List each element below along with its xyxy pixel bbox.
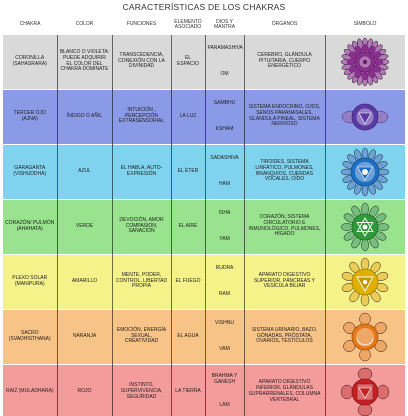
- chakra-funciones: DEVOCIÓN, AMOR COMPASIÓN, SANACIÓN: [111, 198, 171, 254]
- chakra-mantra: HAM: [218, 180, 231, 187]
- table-row: SACRO (SVADHISTHANA) NARANJA EMOCIÓN, EN…: [3, 308, 405, 364]
- chakra-dios: ISHA: [218, 209, 231, 216]
- chakra-dios-mantra: VISHNU VAM: [204, 308, 244, 364]
- chakra-dios-mantra: BRAHMA Y GANESH LAM: [204, 363, 244, 416]
- header-chakra: CHAKRA: [19, 21, 41, 28]
- chakra-dios: SADASHIVA: [210, 154, 239, 161]
- throat-chakra-icon: [341, 147, 390, 196]
- chakra-mantra: RAM: [218, 290, 231, 297]
- heart-chakra-icon: [341, 202, 390, 251]
- header-simbolo: SÍMBOLO: [353, 21, 377, 28]
- chakra-color: ROJO: [56, 363, 112, 416]
- chakra-funciones: EMOCIÓN, ENERGÍA SEXUAL, CREATIVIDAD: [111, 308, 171, 364]
- chakra-symbol-cell: [324, 33, 405, 89]
- chakra-dios-mantra: SAMBHU KSHAM: [204, 88, 244, 144]
- chakra-color: ÍNDIGO O AÑIL: [56, 88, 112, 144]
- chakra-color: AZUL: [56, 143, 112, 199]
- chakra-organos: SISTEMA ENDOCRINO, OJOS, SENOS PARANASAL…: [243, 88, 325, 144]
- header-funciones: FUNCIONES: [126, 21, 157, 28]
- root-chakra-icon: [341, 367, 390, 416]
- chakra-color: BLANCO O VIOLETA: PUEDE ADQUIRIR EL COLO…: [56, 33, 112, 89]
- crown-chakra-icon: [341, 37, 390, 86]
- chakra-funciones: EL HABLA, AUTO-EXPRESIÓN: [111, 143, 171, 199]
- table-row: GARAGANTA (VISHUDDHA) AZUL EL HABLA, AUT…: [3, 143, 405, 199]
- chakra-name: PLEXO SOLAR (MANIPURA): [3, 253, 57, 309]
- table-row: RAÍZ (MULADHARA) ROJO INSTINTO, SUPERVIV…: [3, 363, 405, 416]
- chakra-symbol-cell: [324, 253, 405, 309]
- chakra-dios: BRAHMA Y GANESH: [211, 373, 238, 386]
- chakra-mantra: LAM: [219, 402, 230, 409]
- chakra-organos: CORAZÓN, SISTEMA CIRCULATORIO E INMUNOLÓ…: [243, 198, 325, 254]
- chakra-dios-mantra: SADASHIVA HAM: [204, 143, 244, 199]
- chakra-mantra: OM: [220, 70, 229, 77]
- chakra-name: RAÍZ (MULADHARA): [3, 363, 57, 416]
- chakra-elemento: EL ESPACIO: [170, 33, 205, 89]
- solar-plexus-chakra-icon: [342, 257, 389, 306]
- chakra-name: SACRO (SVADHISTHANA): [3, 308, 57, 364]
- chakra-funciones: MENTE, PODER, CONTROL, LIBERTAD PROPIA: [111, 253, 171, 309]
- chakra-table: CHAKRA COLOR FUNCIONES ELEMENTO ASOCIADO…: [3, 17, 405, 416]
- chakra-dios: PARAMASHIVA: [207, 44, 243, 51]
- chakra-name: GARAGANTA (VISHUDDHA): [3, 143, 57, 199]
- chakra-symbol-cell: [324, 198, 405, 254]
- chakra-color: AMARILLO: [56, 253, 112, 309]
- chakra-symbol-cell: [324, 363, 405, 416]
- chakra-funciones: INSTINTO, SUPERVIVENCIA, SEGURIDAD: [111, 363, 171, 416]
- chakra-elemento: EL FUEGO: [170, 253, 205, 309]
- page-title: CARACTERÍSTICAS DE LOS CHAKRAS: [122, 2, 286, 12]
- table-row: CORONILLA (SAHASRARA) BLANCO O VIOLETA: …: [3, 33, 405, 89]
- chakra-mantra: YAM: [219, 235, 230, 242]
- chakra-name: CORAZÓN/ PULMÓN (AHAHATA): [3, 198, 57, 254]
- chakra-dios: SAMBHU: [213, 99, 236, 106]
- header-organos: ÓRGANOS: [271, 21, 298, 28]
- chakra-elemento: EL ÉTER: [170, 143, 205, 199]
- chakra-funciones: INTUICIÓN , PERCEPCIÓN EXTRASENSORIAL: [111, 88, 171, 144]
- table-row: PLEXO SOLAR (MANIPURA) AMARILLO MENTE, P…: [3, 253, 405, 309]
- chakra-elemento: EL AIRE: [170, 198, 205, 254]
- chakra-elemento: EL AGUA: [170, 308, 205, 364]
- chakra-organos: APARATO DIGESTIVO INFERIOR, GLÁNDULAS SU…: [243, 363, 325, 416]
- chakra-symbol-cell: [324, 88, 405, 144]
- chakra-organos: SISTEMA URINARIO, BAZO, GÓNADAS, PRÓSTAT…: [243, 308, 325, 364]
- chakra-name: CORONILLA (SAHASRARA): [3, 33, 57, 89]
- chakra-symbol-cell: [324, 143, 405, 199]
- chakra-color: NARANJA: [56, 308, 112, 364]
- chakra-dios: RUDRA: [215, 264, 234, 271]
- sacral-chakra-icon: [343, 312, 387, 361]
- chakra-symbol-cell: [324, 308, 405, 364]
- table-row: TERCER OJO (AJNA) ÍNDIGO O AÑIL INTUICIÓ…: [3, 88, 405, 144]
- chakra-elemento: LA TIERRA: [170, 363, 205, 416]
- chakra-organos: CEREBRO, GLÁNDULA PITUITARIA, CUERPO ENE…: [243, 33, 325, 89]
- chakra-mantra: KSHAM: [215, 125, 234, 132]
- chakra-name: TERCER OJO (AJNA): [3, 88, 57, 144]
- chakra-funciones: TRANSCEDENCIA, CONEXIÓN CON LA DIVINIDAD: [111, 33, 171, 89]
- chakra-mantra: VAM: [219, 345, 230, 352]
- header-color: COLOR: [75, 21, 94, 28]
- table-row: CORAZÓN/ PULMÓN (AHAHATA) VERDE DEVOCIÓN…: [3, 198, 405, 254]
- third-eye-chakra-icon: [342, 103, 389, 130]
- chakra-organos: APARATO DIGESTIVO SUPERIOR, PÁNCREAS Y V…: [243, 253, 325, 309]
- header-dios-mantra: DIOS Y MANTRA: [213, 18, 236, 31]
- header-row: CHAKRA COLOR FUNCIONES ELEMENTO ASOCIADO…: [3, 17, 405, 34]
- chakra-elemento: LA LUZ: [170, 88, 205, 144]
- chakra-color: VERDE: [56, 198, 112, 254]
- chakra-dios-mantra: RUDRA RAM: [204, 253, 244, 309]
- chakra-dios-mantra: PARAMASHIVA OM: [204, 33, 244, 89]
- header-elemento: ELEMENTO ASOCIADO: [174, 18, 202, 31]
- chakra-organos: TIROIDES, SISTEMA LINFÁTICO, PULMONES, B…: [243, 143, 325, 199]
- chakra-dios: VISHNU: [215, 319, 234, 326]
- chakra-dios-mantra: ISHA YAM: [204, 198, 244, 254]
